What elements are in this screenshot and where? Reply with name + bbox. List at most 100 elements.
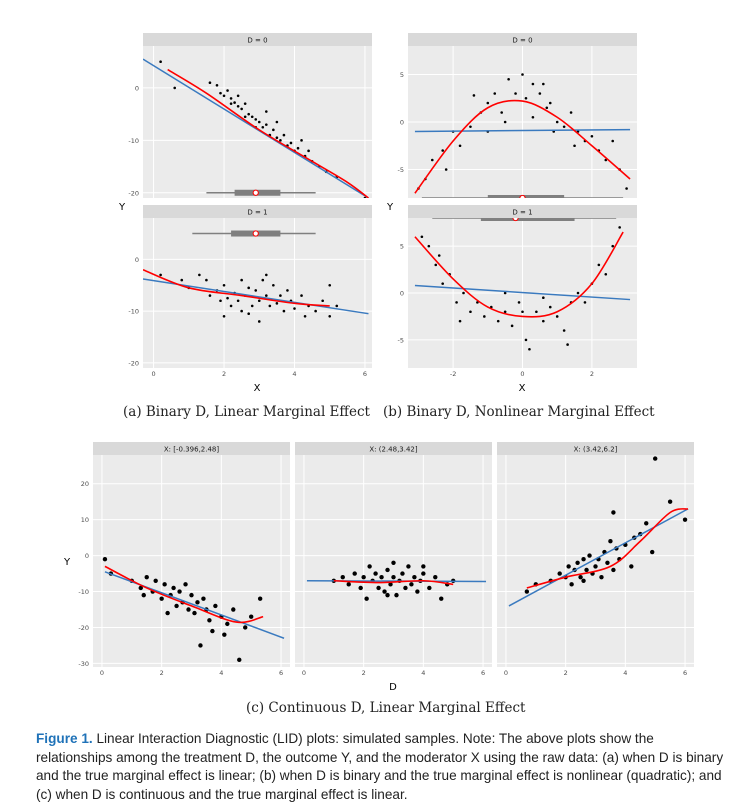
data-point	[303, 314, 307, 318]
data-point	[314, 309, 317, 313]
data-point	[231, 607, 236, 612]
data-point	[247, 286, 250, 290]
facet-strip-label: X: [-0.396,2.48]	[164, 446, 219, 454]
caption-label: Figure 1.	[36, 731, 93, 746]
data-point	[388, 582, 393, 587]
data-point	[261, 278, 265, 282]
data-point	[524, 338, 528, 342]
data-point	[555, 120, 559, 124]
data-point	[144, 574, 149, 580]
data-point	[257, 299, 261, 303]
data-point	[569, 582, 574, 587]
x-tick-label: 6	[363, 370, 367, 378]
data-point	[597, 263, 601, 267]
panel-background	[93, 455, 290, 667]
data-point	[575, 560, 580, 565]
data-point	[441, 149, 444, 152]
data-point	[358, 585, 363, 591]
facet-marks	[102, 557, 285, 663]
y-tick-label: -20	[128, 359, 139, 367]
data-point	[403, 585, 408, 591]
data-point	[165, 610, 170, 616]
data-point	[279, 139, 282, 142]
data-point	[236, 94, 240, 98]
data-point	[222, 632, 227, 637]
data-point	[458, 144, 462, 148]
data-point	[608, 539, 613, 544]
loess-curve	[414, 99, 631, 194]
data-point	[183, 582, 188, 587]
data-point	[247, 112, 250, 116]
facet-marks	[414, 218, 631, 351]
panel-b: D = 0 5 0 -5 D = 1 -2 0 2 5 0 -5 Y X	[386, 33, 637, 394]
data-point	[462, 291, 465, 295]
data-point	[219, 91, 222, 95]
data-point	[289, 141, 293, 145]
data-point	[373, 571, 378, 576]
x-tick-label: 6	[683, 669, 687, 677]
boxplot-median	[252, 189, 259, 196]
data-point	[195, 600, 200, 605]
data-point	[391, 560, 396, 565]
data-point	[434, 263, 438, 267]
y-tick-label: -20	[128, 189, 139, 197]
data-point	[207, 618, 212, 623]
facet-strip	[497, 442, 694, 455]
subcaption-c: (c) Continuous D, Linear Marginal Effect	[246, 700, 526, 716]
facet-marks	[143, 58, 369, 198]
data-point	[225, 621, 230, 627]
data-point	[503, 291, 507, 295]
data-point	[171, 585, 176, 591]
data-point	[272, 128, 275, 132]
data-point	[531, 82, 535, 86]
data-point	[321, 299, 324, 303]
data-point	[652, 456, 658, 461]
data-point	[394, 592, 399, 598]
data-point	[542, 319, 545, 323]
facet-marks	[143, 230, 369, 323]
data-point	[159, 273, 162, 277]
data-point	[138, 585, 143, 591]
x-tick-label: 2	[160, 669, 164, 677]
x-tick-label: 4	[623, 669, 627, 677]
data-point	[583, 301, 587, 304]
facet-strip-label: D = 1	[247, 209, 267, 217]
data-point	[548, 305, 552, 309]
x-tick-label: 6	[481, 669, 485, 677]
data-point	[566, 343, 569, 346]
data-point	[682, 517, 688, 522]
data-point	[400, 571, 405, 576]
panel-background	[143, 218, 372, 368]
y-tick-label: -5	[398, 166, 404, 174]
data-point	[521, 73, 524, 76]
data-point	[226, 296, 229, 300]
data-point	[486, 101, 490, 105]
data-point	[198, 643, 203, 648]
data-point	[226, 89, 229, 92]
loess-curve	[333, 579, 454, 586]
data-point	[611, 510, 616, 515]
data-point	[261, 125, 265, 129]
data-point	[328, 283, 332, 287]
data-point	[254, 118, 258, 121]
data-point	[548, 101, 552, 105]
data-point	[599, 574, 604, 580]
data-point	[250, 304, 254, 308]
boxplot-median	[512, 218, 519, 222]
facet-marks	[508, 456, 689, 607]
data-point	[521, 310, 524, 314]
data-point	[391, 574, 396, 580]
data-point	[265, 294, 268, 297]
data-point	[507, 77, 510, 81]
data-point	[201, 596, 206, 601]
data-point	[433, 574, 438, 580]
data-point	[180, 278, 184, 282]
data-point	[364, 596, 369, 601]
facet-marks	[414, 73, 631, 198]
data-point	[590, 134, 594, 138]
y-axis-title-b: Y	[386, 202, 394, 213]
data-point	[584, 567, 589, 573]
data-point	[455, 301, 458, 304]
